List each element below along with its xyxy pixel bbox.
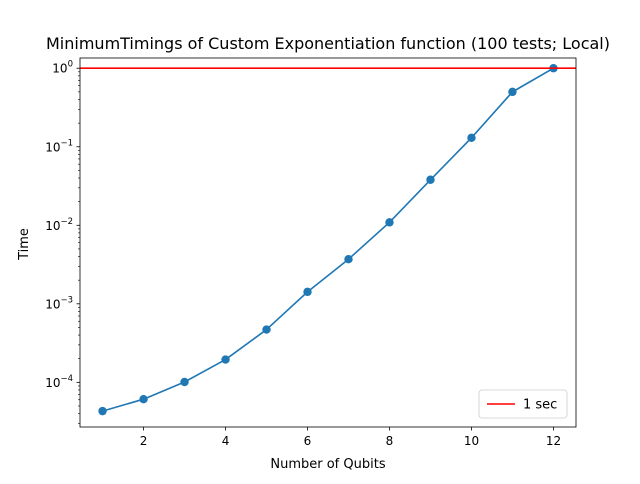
data-point [426, 175, 435, 184]
plot-area: 10−4 10−3 10−2 10−1 100 2 4 6 8 10 12 1 sec [45, 57, 577, 448]
axes-frame [79, 57, 577, 428]
y-tick-label: 10−1 [45, 138, 73, 154]
chart-title: MinimumTimings of Custom Exponentiation … [46, 34, 610, 53]
data-point [262, 325, 271, 334]
legend-box [478, 389, 568, 419]
data-point [139, 395, 148, 404]
series-line [102, 67, 554, 412]
y-tick-label: 100 [52, 60, 73, 76]
data-point [344, 254, 353, 264]
x-tick-label: 8 [386, 434, 394, 448]
data-point [180, 377, 189, 387]
x-tick-label: 2 [140, 434, 148, 448]
data-point [98, 406, 107, 416]
data-point [221, 355, 230, 364]
y-tick-label: 10−4 [45, 374, 73, 390]
data-point [303, 287, 312, 297]
x-tick-label: 4 [222, 434, 230, 448]
data-point [385, 218, 394, 227]
x-tick-label: 10 [464, 434, 479, 448]
y-tick-label: 10−2 [45, 217, 73, 233]
x-axis-label: Number of Qubits [270, 457, 385, 472]
data-point [467, 133, 476, 143]
x-tick-label: 6 [304, 434, 312, 448]
data-point [508, 87, 517, 97]
y-tick-label: 10−3 [45, 295, 73, 311]
legend-label-1-sec: 1 sec [523, 398, 557, 413]
y-axis-label: Time [17, 228, 32, 261]
x-tick-label: 12 [546, 434, 561, 448]
